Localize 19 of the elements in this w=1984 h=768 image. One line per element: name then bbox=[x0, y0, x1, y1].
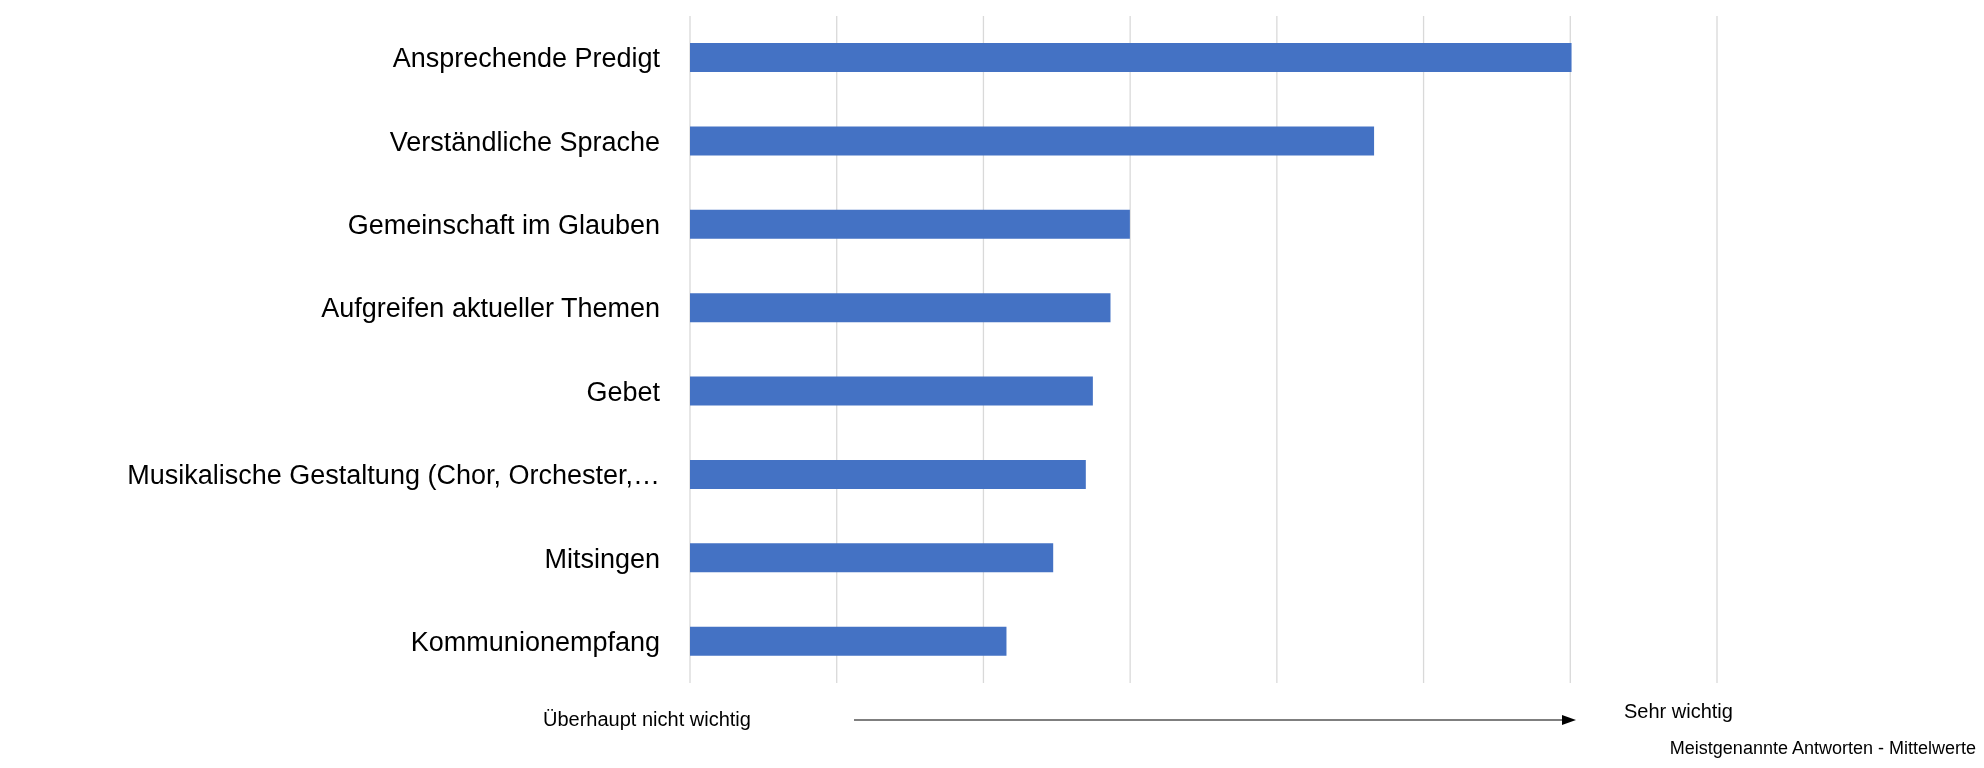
text: Sehr wichtig bbox=[1624, 700, 1733, 723]
y-tick-label: Aufgreifen aktueller Themen bbox=[321, 293, 660, 324]
bar bbox=[690, 543, 1054, 573]
y-tick-label: Mitsingen bbox=[544, 543, 660, 574]
y-tick-label: Ansprechende Predigt bbox=[392, 43, 661, 74]
bar bbox=[690, 293, 1111, 323]
bar bbox=[690, 209, 1130, 239]
bar bbox=[690, 459, 1086, 489]
y-tick-label: Gemeinschaft im Glauben bbox=[347, 210, 660, 241]
y-tick-label: Verständliche Sprache bbox=[389, 126, 660, 157]
bar bbox=[690, 626, 1007, 656]
text: Überhaupt nicht wichtig bbox=[543, 708, 751, 731]
y-tick-label: Musikalische Gestaltung (Chor, Orchester,… bbox=[127, 460, 660, 491]
bar bbox=[690, 376, 1093, 406]
text: Meistgenannte Antworten - Mittelwerte bbox=[1669, 738, 1976, 759]
bar bbox=[690, 126, 1375, 156]
y-tick-label: Kommunionempfang bbox=[410, 626, 660, 657]
y-tick-label: Gebet bbox=[586, 376, 661, 407]
bar bbox=[690, 43, 1572, 72]
